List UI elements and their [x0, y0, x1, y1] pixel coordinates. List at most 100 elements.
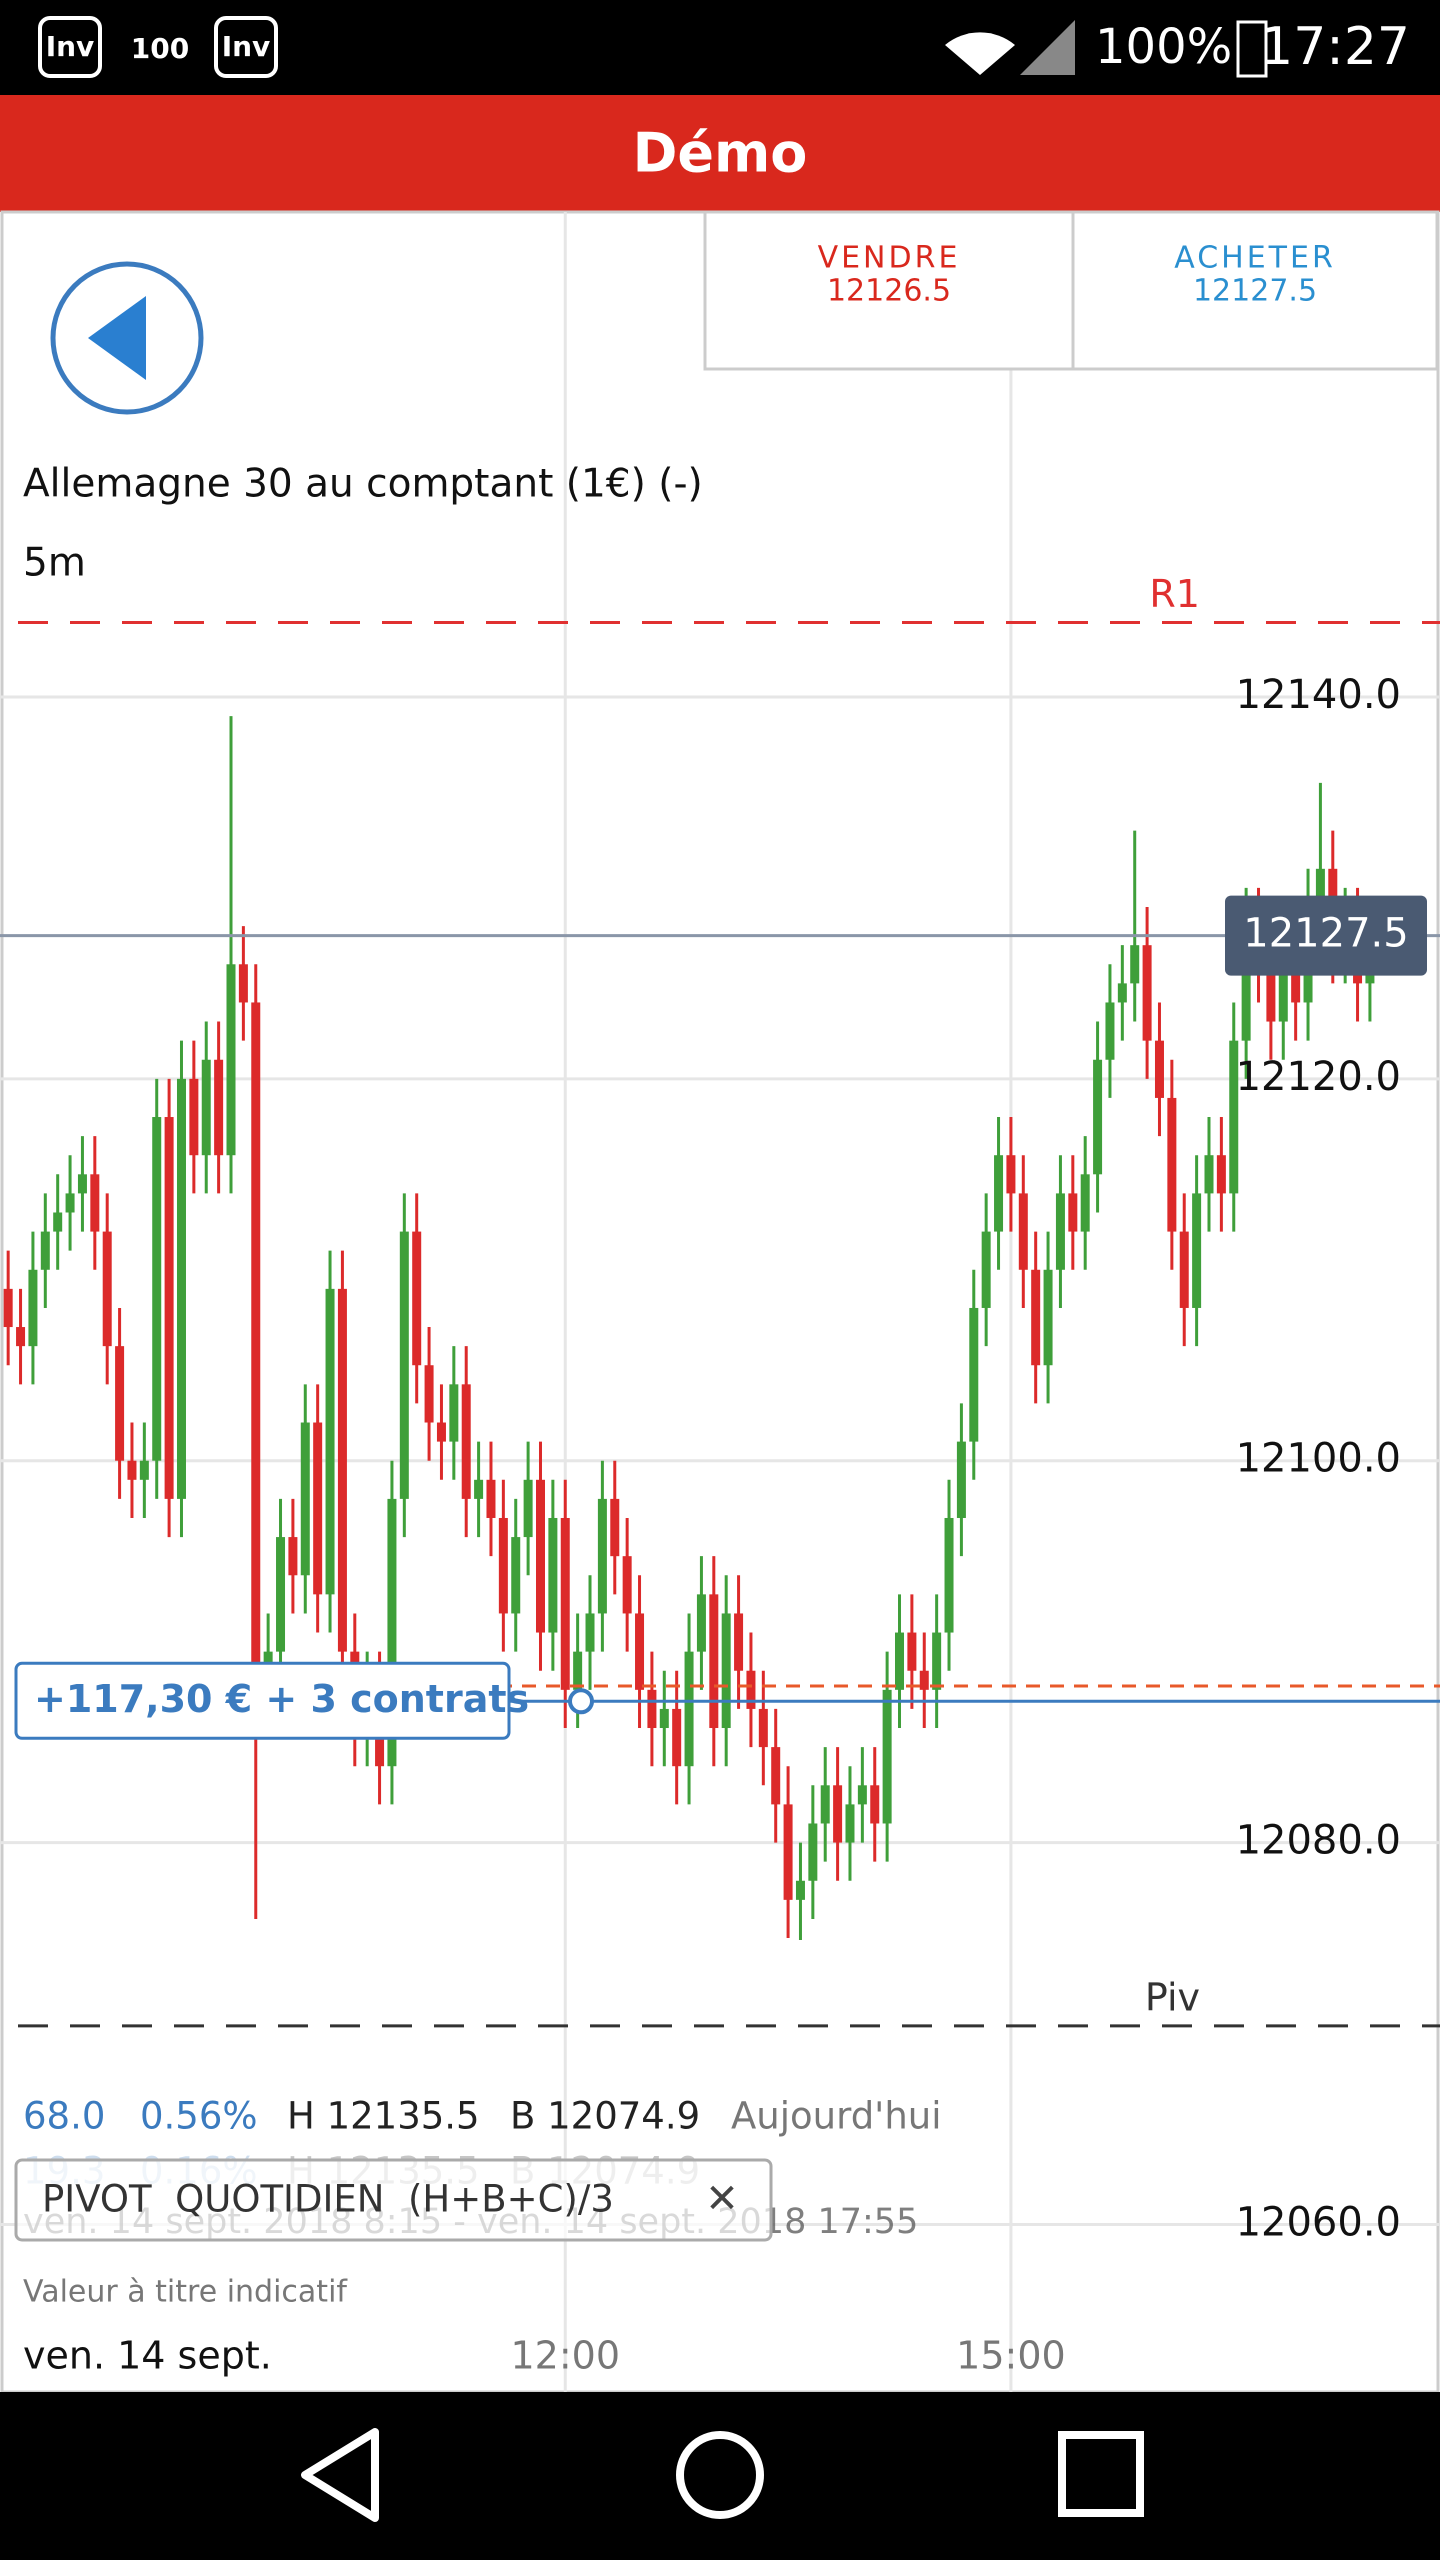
y-tick-label: 12100.0 [1236, 1436, 1401, 1482]
candle-body [201, 1059, 211, 1156]
candle-body [251, 1002, 261, 1690]
icon-label: Inv [46, 30, 95, 63]
candle-body [932, 1632, 942, 1690]
nav-back[interactable] [301, 2428, 379, 2522]
candle-body [944, 1517, 954, 1633]
candle-body [288, 1537, 298, 1576]
indicator-close[interactable]: ✕ [705, 2176, 739, 2222]
candle-body [1018, 1193, 1028, 1270]
day-low: B 12074.9 [510, 2095, 700, 2138]
candle-body [238, 964, 248, 1003]
battery-percent: 100% [1095, 19, 1232, 75]
candle-body [820, 1785, 830, 1824]
status-bar [0, 0, 1440, 95]
header-title: Démo [633, 122, 808, 185]
candle-body [1006, 1155, 1016, 1194]
candle-body [77, 1174, 87, 1194]
chart-border [0, 210, 1440, 2394]
back-arrow [88, 296, 146, 380]
candle-body [412, 1231, 422, 1366]
x-tick-label: 12:00 [510, 2334, 620, 2378]
candle-body [771, 1747, 781, 1805]
candle-body [313, 1422, 323, 1595]
candle-body [573, 1651, 583, 1690]
candle-body [474, 1479, 484, 1499]
battery-icon [1236, 20, 1268, 78]
candle-body [907, 1632, 917, 1671]
candle-body [1167, 1097, 1177, 1232]
sell-label: VENDRE [818, 241, 961, 276]
candle-body [560, 1517, 570, 1690]
candle-body [276, 1537, 286, 1652]
y-tick-label: 12060.0 [1236, 2199, 1401, 2245]
indicator-label: PIVOT QUOTIDIEN (H+B+C)/3 [42, 2178, 614, 2221]
candle-body [919, 1670, 929, 1690]
nav-bar [0, 2392, 1440, 2560]
current-price-box [1225, 895, 1427, 976]
change: 68.0 [23, 2095, 105, 2138]
candle-body [1216, 1155, 1226, 1194]
candle-body [3, 1288, 13, 1328]
candle-body [585, 1613, 595, 1652]
candle-body [449, 1384, 459, 1442]
x-tick-label: 15:00 [956, 2334, 1066, 2378]
candle-body [672, 1708, 682, 1767]
candle-body [857, 1785, 867, 1805]
candle-body [535, 1479, 545, 1633]
candle-body [127, 1460, 137, 1480]
period: Aujourd'hui [731, 2095, 942, 2138]
candle-body [152, 1117, 162, 1461]
candle-body [746, 1670, 756, 1709]
app-icon [214, 16, 278, 78]
change-pct: 0.56% [140, 2095, 258, 2138]
candle-body [684, 1651, 694, 1767]
y-tick-label: 12140.0 [1236, 672, 1401, 718]
position-handle [568, 1688, 594, 1715]
candle-body [387, 1498, 397, 1767]
candle-body [337, 1288, 347, 1652]
indicator-chip[interactable] [14, 2158, 773, 2242]
candle-body [1031, 1269, 1041, 1366]
wifi-icon [945, 32, 1015, 75]
candle-body [1142, 945, 1152, 1041]
candle-body [647, 1689, 657, 1729]
candle-body [635, 1613, 645, 1690]
candle-body [214, 1059, 224, 1156]
candle-body [523, 1479, 533, 1538]
candle-body [808, 1823, 818, 1881]
y-tick-label: 12120.0 [1236, 1054, 1401, 1100]
level-label: R1 [1149, 572, 1200, 616]
icon-label: 100 [131, 32, 189, 65]
app-icon [38, 16, 102, 78]
candle-body [40, 1231, 50, 1270]
buy-button[interactable] [1071, 210, 1439, 371]
candle-body [833, 1785, 843, 1843]
clock: 17:27 [1260, 17, 1410, 77]
candle-body [659, 1708, 669, 1729]
candle-body [90, 1174, 100, 1232]
candle-body [597, 1498, 607, 1614]
candle-body [102, 1231, 112, 1347]
candle-body [981, 1231, 991, 1308]
candle-body [1105, 1002, 1115, 1060]
current-price-label: 12127.5 [1243, 911, 1408, 957]
app-header [0, 95, 1440, 212]
buy-label: ACHETER [1174, 241, 1336, 276]
candle-body [189, 1078, 199, 1156]
candle-body [226, 964, 236, 1156]
candle-body [994, 1155, 1004, 1232]
candle-body [1315, 868, 1325, 907]
nav-home[interactable] [676, 2431, 764, 2519]
nav-recents[interactable] [1058, 2431, 1144, 2517]
y-tick-label: 12080.0 [1236, 1818, 1401, 1864]
candle-body [795, 1880, 805, 1900]
candle-body [325, 1288, 335, 1595]
interval: 5m [23, 541, 86, 586]
candle-body [1043, 1269, 1053, 1366]
candle-body [622, 1556, 632, 1614]
level-label: Piv [1145, 1975, 1200, 2019]
candle-body [721, 1613, 731, 1729]
candle-body [870, 1785, 880, 1824]
candle-body [783, 1804, 793, 1900]
